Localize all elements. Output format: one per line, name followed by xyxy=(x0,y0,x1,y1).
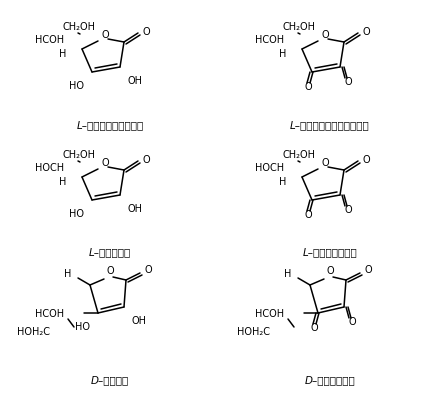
Text: HOH₂C: HOH₂C xyxy=(237,326,270,336)
Text: OH: OH xyxy=(128,203,143,213)
Text: OH: OH xyxy=(132,315,147,325)
Text: HCOH: HCOH xyxy=(255,308,284,318)
Text: O: O xyxy=(304,209,312,219)
Text: HCOH: HCOH xyxy=(35,35,64,45)
Text: H: H xyxy=(284,268,291,278)
Text: L–异脸氧抗坏血酸: L–异脸氧抗坏血酸 xyxy=(303,246,357,256)
Text: O: O xyxy=(106,265,114,275)
Text: CH₂OH: CH₂OH xyxy=(62,150,95,160)
Text: D–脸氧抗坏血酸: D–脸氧抗坏血酸 xyxy=(304,374,356,384)
Text: HCOH: HCOH xyxy=(255,35,284,45)
Text: CH₂OH: CH₂OH xyxy=(282,150,315,160)
Text: O: O xyxy=(101,158,109,168)
Text: L–抗坏血酸（还原型）: L–抗坏血酸（还原型） xyxy=(77,120,143,130)
Text: HOCH: HOCH xyxy=(35,162,64,172)
Text: O: O xyxy=(310,322,318,332)
Text: O: O xyxy=(326,265,334,275)
Text: HO: HO xyxy=(69,209,84,219)
Text: OH: OH xyxy=(128,76,143,86)
Text: O: O xyxy=(142,155,150,164)
Text: O: O xyxy=(321,158,329,168)
Text: O: O xyxy=(142,27,150,37)
Text: HO: HO xyxy=(69,81,84,91)
Text: H: H xyxy=(59,49,66,59)
Text: O: O xyxy=(344,77,352,87)
Text: HCOH: HCOH xyxy=(35,308,64,318)
Text: H: H xyxy=(279,176,286,186)
Text: H: H xyxy=(59,176,66,186)
Text: O: O xyxy=(364,264,372,274)
Text: HOH₂C: HOH₂C xyxy=(17,326,50,336)
Text: CH₂OH: CH₂OH xyxy=(62,22,95,32)
Text: O: O xyxy=(348,316,356,326)
Text: O: O xyxy=(144,264,152,274)
Text: O: O xyxy=(344,205,352,215)
Text: H: H xyxy=(279,49,286,59)
Text: L–异抗坏血酸: L–异抗坏血酸 xyxy=(89,246,131,256)
Text: HOCH: HOCH xyxy=(255,162,284,172)
Text: O: O xyxy=(321,30,329,40)
Text: O: O xyxy=(362,27,370,37)
Text: O: O xyxy=(362,155,370,164)
Text: HO: HO xyxy=(75,321,90,331)
Text: O: O xyxy=(304,82,312,92)
Text: O: O xyxy=(101,30,109,40)
Text: L–脸氧抗坏血酸（氧化型）: L–脸氧抗坏血酸（氧化型） xyxy=(290,120,370,130)
Text: H: H xyxy=(64,268,71,278)
Text: D–抗坏血酸: D–抗坏血酸 xyxy=(91,374,129,384)
Text: CH₂OH: CH₂OH xyxy=(282,22,315,32)
